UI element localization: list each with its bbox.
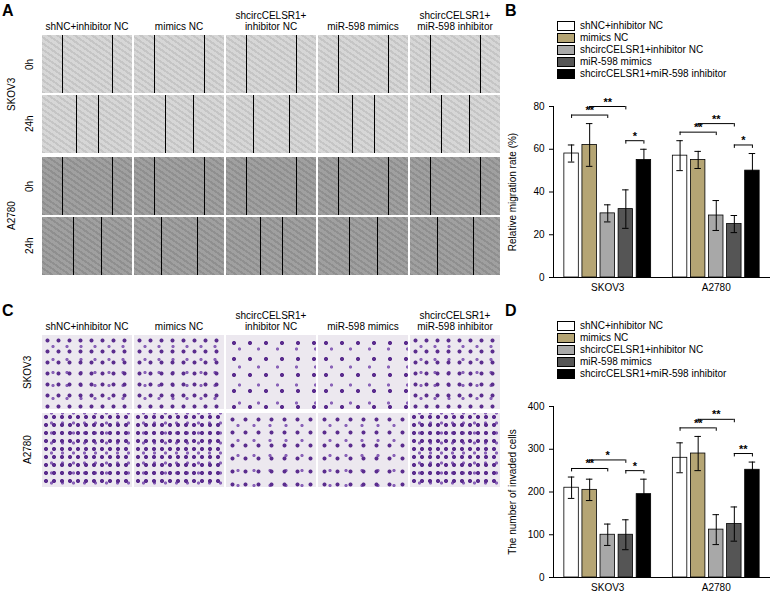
html-text:A: A <box>2 2 14 19</box>
html-text:C: C <box>2 302 14 319</box>
html-text:shcircCELSR1+ miR-598 inhibito: shcircCELSR1+ miR-598 inhibitor <box>417 310 493 332</box>
html-text:miR-598 mimics: miR-598 mimics <box>580 56 652 67</box>
html-text:mimics NC: mimics NC <box>580 332 629 343</box>
html-text:shNC+inhibitor NC: shNC+inhibitor NC <box>45 21 129 32</box>
html-text:miR-598 mimics: miR-598 mimics <box>327 21 399 32</box>
html-text:miR-598 mimics: miR-598 mimics <box>327 321 399 332</box>
svg-text:*: * <box>741 134 746 146</box>
svg-text:400: 400 <box>528 401 545 412</box>
html-text:24h: 24h <box>23 115 35 133</box>
svg-text:60: 60 <box>533 143 545 154</box>
svg-text:**: ** <box>585 104 594 116</box>
html-text:mimics NC: mimics NC <box>580 32 629 43</box>
svg-text:**: ** <box>694 417 703 429</box>
html-text:SKOV3: SKOV3 <box>5 77 17 111</box>
html-text:mimics NC: mimics NC <box>154 21 204 32</box>
svg-text:0: 0 <box>539 572 545 583</box>
svg-text:*: * <box>606 449 611 461</box>
svg-text:**: ** <box>712 113 721 125</box>
svg-text:200: 200 <box>528 486 545 497</box>
svg-text:**: ** <box>603 96 612 108</box>
svg-text:SKOV3: SKOV3 <box>591 582 625 593</box>
html-text:shcircCELSR1+miR-598 inhibitor: shcircCELSR1+miR-598 inhibitor <box>580 368 727 379</box>
svg-text:**: ** <box>585 457 594 469</box>
svg-text:A2780: A2780 <box>702 582 731 593</box>
html-text:24h: 24h <box>23 237 35 255</box>
html-text:A2780: A2780 <box>21 435 33 465</box>
svg-text:**: ** <box>739 443 748 455</box>
html-text:shNC+inhibitor NC: shNC+inhibitor NC <box>580 20 664 31</box>
html-text:0h: 0h <box>23 180 35 192</box>
svg-text:*: * <box>633 460 638 472</box>
svg-text:20: 20 <box>533 229 545 240</box>
svg-text:100: 100 <box>528 529 545 540</box>
html-text:0h: 0h <box>23 58 35 70</box>
html-text:shcircCELSR1+ inhibitor NC: shcircCELSR1+ inhibitor NC <box>235 10 307 32</box>
html-text:D: D <box>505 302 517 319</box>
svg-text:SKOV3: SKOV3 <box>591 282 625 293</box>
svg-text:*: * <box>633 130 638 142</box>
html-text:shcircCELSR1+ miR-598 inhibito: shcircCELSR1+ miR-598 inhibitor <box>417 10 493 32</box>
html-text:A2780: A2780 <box>5 201 17 231</box>
svg-text:0: 0 <box>539 272 545 283</box>
svg-text:**: ** <box>712 408 721 420</box>
svg-text:The number of invaded cells: The number of invaded cells <box>507 429 518 555</box>
html-text:SKOV3: SKOV3 <box>21 355 33 389</box>
html-text:shcircCELSR1+inhibitor NC: shcircCELSR1+inhibitor NC <box>580 344 704 355</box>
svg-text:80: 80 <box>533 101 545 112</box>
html-text:miR-598 mimics: miR-598 mimics <box>580 356 652 367</box>
html-text:shNC+inhibitor NC: shNC+inhibitor NC <box>45 321 129 332</box>
svg-text:40: 40 <box>533 186 545 197</box>
html-text:B: B <box>505 2 517 19</box>
svg-text:A2780: A2780 <box>702 282 731 293</box>
html-text:shNC+inhibitor NC: shNC+inhibitor NC <box>580 320 664 331</box>
html-text:shcircCELSR1+inhibitor NC: shcircCELSR1+inhibitor NC <box>580 44 704 55</box>
svg-text:300: 300 <box>528 443 545 454</box>
html-text:mimics NC: mimics NC <box>154 321 204 332</box>
svg-text:Relative migration rate (%): Relative migration rate (%) <box>507 133 518 251</box>
svg-text:**: ** <box>694 121 703 133</box>
html-text:shcircCELSR1+ inhibitor NC: shcircCELSR1+ inhibitor NC <box>235 310 307 332</box>
html-text:shcircCELSR1+miR-598 inhibitor: shcircCELSR1+miR-598 inhibitor <box>580 68 727 79</box>
